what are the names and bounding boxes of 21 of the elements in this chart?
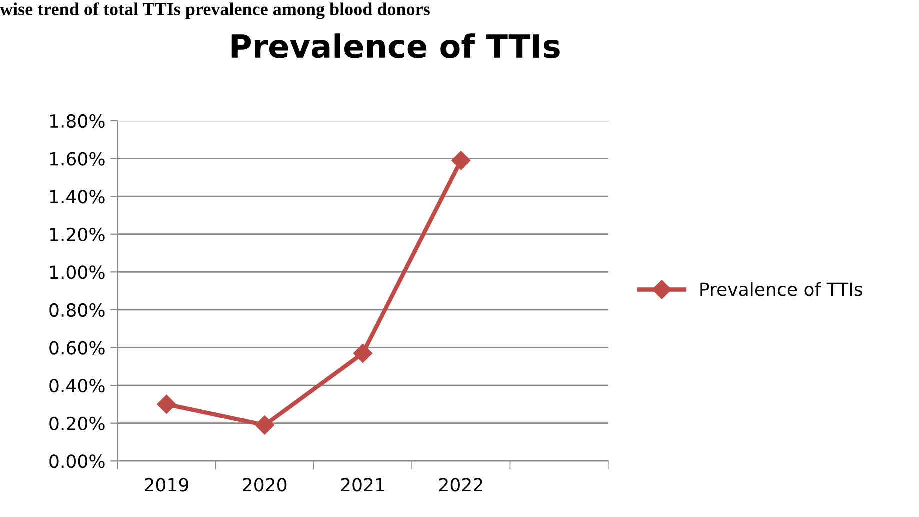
y-tick-label: 1.40% (50, 190, 105, 204)
x-tick-label: 2022 (440, 478, 482, 492)
y-tick-label: 0.40% (50, 379, 105, 393)
chart-title: Prevalence of TTIs (232, 34, 560, 58)
y-tick-label: 1.60% (50, 152, 105, 166)
legend-label: Prevalence of TTIs (700, 282, 862, 296)
y-tick-label: 0.00% (50, 454, 105, 468)
y-tick-label: 0.20% (50, 416, 105, 430)
y-tick-label: 0.60% (50, 341, 105, 355)
point (255, 416, 274, 435)
point (452, 151, 471, 170)
point (157, 394, 176, 414)
x-tick-label: 2020 (243, 478, 287, 492)
y-tick-label: 1.20% (50, 228, 105, 242)
text: wise trend of total TTIs prevalence among blood donors (0, 2, 430, 20)
y-tick-label: 1.80% (50, 114, 105, 128)
y-tick-label: 1.00% (50, 266, 105, 280)
x-tick-label: 2019 (145, 478, 188, 492)
x-tick-label: 2021 (341, 478, 384, 492)
point (353, 344, 373, 363)
y-tick-label: 0.80% (50, 303, 105, 318)
